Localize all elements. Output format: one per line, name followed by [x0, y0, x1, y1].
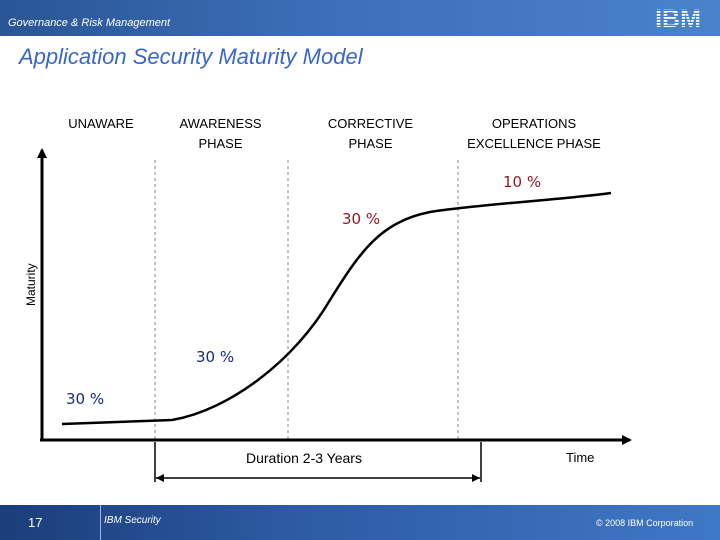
phase-unaware: UNAWARE [68, 116, 134, 131]
footer-brand: IBM Security [104, 515, 161, 526]
ibm-logo: IBM [655, 5, 701, 31]
percent-corrective: 30 % [342, 210, 381, 228]
percent-operations-excellence: 10 % [503, 173, 542, 191]
percent-awareness: 30 % [196, 348, 235, 366]
maturity-curve [61, 191, 612, 426]
footer-copyright: © 2008 IBM Corporation [596, 518, 694, 528]
footer-divider [100, 505, 101, 540]
duration-label: Duration 2-3 Years [246, 450, 362, 466]
header-subtitle: Governance & Risk Management [8, 17, 171, 29]
slide-title: Application Security Maturity Model [19, 44, 363, 69]
percent-unaware: 30 % [66, 390, 105, 408]
ibm-logo-text: IBM [655, 5, 701, 31]
y-axis-label: Maturity [24, 263, 38, 306]
phase-operations-excellence: OPERATIONS EXCELLENCE PHASE [467, 116, 601, 151]
duration-arrow-right [472, 474, 480, 482]
duration-arrow-left [156, 474, 164, 482]
header-bar: Governance & Risk Management IBM [0, 0, 720, 36]
footer-bar: 17 IBM Security © 2008 IBM Corporation [0, 505, 720, 540]
phase-awareness: AWARENESS PHASE [179, 116, 262, 151]
phase-corrective: CORRECTIVE PHASE [327, 116, 414, 151]
x-axis-label: Time [566, 450, 595, 465]
page-number: 17 [28, 515, 43, 530]
